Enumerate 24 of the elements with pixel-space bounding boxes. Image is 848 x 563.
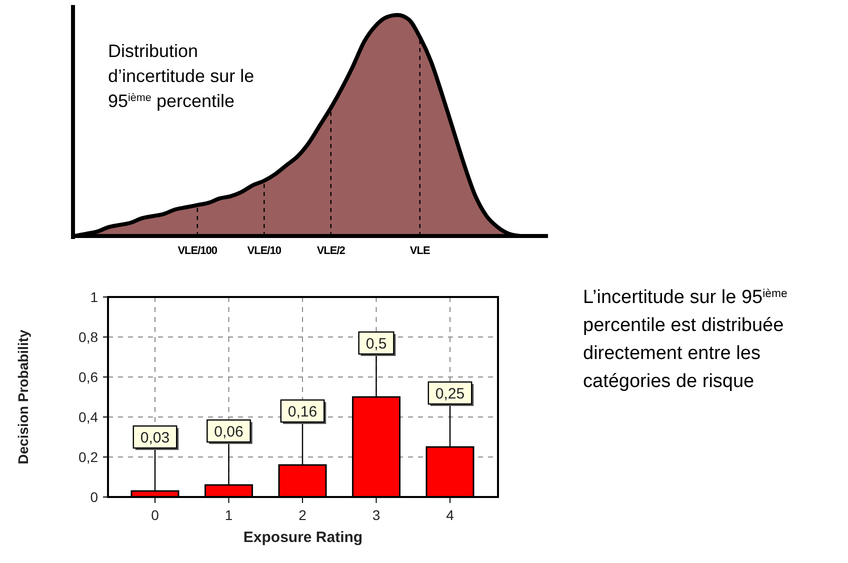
y-tick-label: 0,4 [78, 408, 98, 425]
y-tick-label: 0 [90, 488, 98, 505]
data-label: 0,06 [214, 423, 244, 440]
x-tick-label: 1 [224, 507, 233, 523]
text: Distribution d’incertitude sur le 95$^{ième}$ percentile [108, 41, 254, 111]
y-tick-label: 1 [90, 288, 98, 305]
x-tick-label: VLE/10 [247, 245, 282, 257]
y-tick-label: 0,6 [78, 368, 98, 385]
data-label: 0,16 [288, 403, 318, 420]
x-tick-label: VLE/100 [178, 245, 218, 257]
data-label: 0,5 [366, 335, 387, 352]
data-label: 0,25 [435, 385, 465, 402]
x-tick-label: 2 [298, 507, 307, 523]
y-tick-label: 0,2 [78, 448, 98, 465]
x-tick-label: VLE/2 [316, 245, 346, 257]
text: L’incertitude sur le 95$^{ième}$ percentile est distribuée directement entre les catégories de risque [583, 287, 788, 392]
x-tick-label: 4 [446, 507, 454, 523]
x-axis-title: Exposure Rating [243, 529, 363, 546]
x-tick-label: 0 [151, 507, 160, 523]
x-tick-label: 3 [372, 507, 380, 523]
y-axis-title: Decision Probability [15, 329, 31, 464]
data-label: 0,03 [140, 429, 170, 446]
y-tick-label: 0,8 [78, 328, 98, 345]
x-tick-label: VLE [410, 245, 430, 257]
